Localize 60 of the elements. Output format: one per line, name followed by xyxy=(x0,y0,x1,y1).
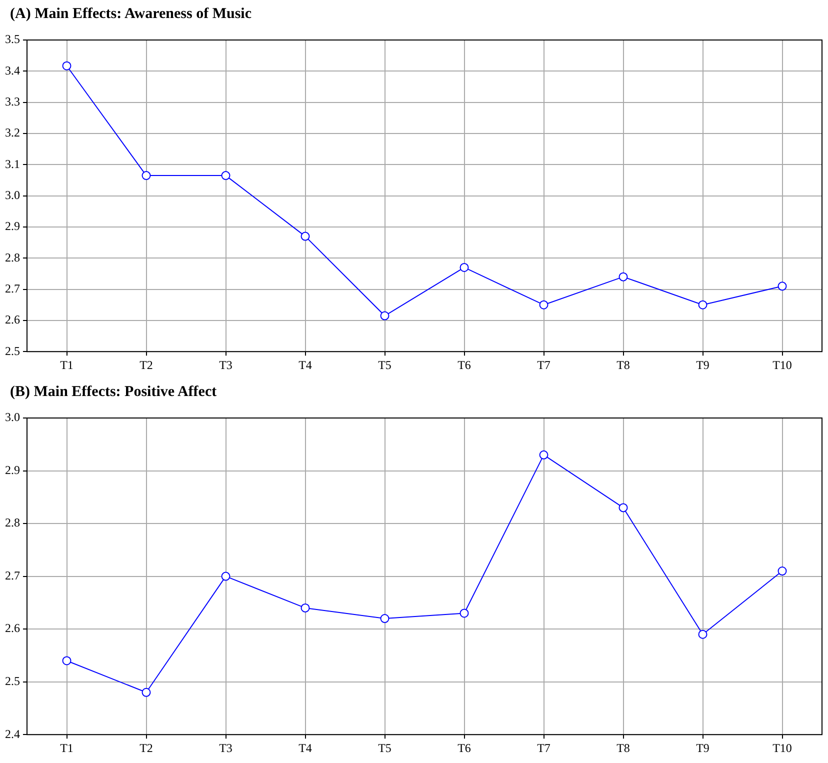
point xyxy=(778,566,787,576)
y-tick-label: 3.3 xyxy=(5,94,20,108)
y-tick-label: 2.6 xyxy=(5,621,20,636)
x-tick-label: T1 xyxy=(60,740,74,755)
x-tick-label: T6 xyxy=(458,740,471,755)
y-tick-label: 2.9 xyxy=(5,462,20,477)
x-tick-label: T6 xyxy=(458,358,471,372)
x-tick-label: T4 xyxy=(298,740,312,755)
x-tick-label: T2 xyxy=(140,358,153,372)
x-tick-label: T7 xyxy=(537,358,550,372)
x-tick-label: T3 xyxy=(219,358,232,372)
point xyxy=(221,171,230,180)
point xyxy=(62,61,72,70)
x-tick-label: T10 xyxy=(772,740,792,755)
x-tick-label: T5 xyxy=(378,740,392,755)
chart-title: (A) Main Effects: Awareness of Music xyxy=(9,5,252,24)
point xyxy=(778,282,787,291)
x-tick-label: T4 xyxy=(298,358,312,372)
y-tick-label: 2.7 xyxy=(5,281,20,296)
x-tick-label: T9 xyxy=(696,358,710,372)
x-tick-label: T1 xyxy=(60,358,74,372)
point xyxy=(698,300,708,310)
y-tick-label: 2.6 xyxy=(5,312,20,327)
point xyxy=(380,311,390,320)
y-tick-label: 3.0 xyxy=(5,188,20,202)
x-tick-label: T8 xyxy=(616,358,630,372)
y-tick-label: 2.5 xyxy=(5,674,20,688)
point xyxy=(539,300,548,310)
point xyxy=(698,630,708,639)
y-tick-label: 2.5 xyxy=(5,344,20,358)
point xyxy=(460,262,469,272)
y-tick-label: 2.4 xyxy=(5,726,20,741)
point xyxy=(142,171,151,180)
y-tick-label: 2.8 xyxy=(5,250,20,264)
y-tick-label: 3.0 xyxy=(5,410,20,424)
point xyxy=(142,688,151,697)
point xyxy=(380,614,390,624)
y-tick-label: 3.5 xyxy=(5,32,20,46)
x-tick-label: T8 xyxy=(616,740,630,755)
point xyxy=(300,603,310,612)
point xyxy=(539,450,548,460)
x-tick-label: T5 xyxy=(378,358,392,372)
y-tick-label: 2.7 xyxy=(5,568,20,582)
x-tick-label: T9 xyxy=(696,740,710,755)
y-tick-label: 2.8 xyxy=(5,516,20,530)
y-tick-label: 2.9 xyxy=(5,219,20,234)
point xyxy=(618,503,628,512)
point xyxy=(460,608,469,618)
point xyxy=(221,572,230,581)
y-tick-label: 3.4 xyxy=(5,63,20,78)
point xyxy=(300,232,310,241)
y-tick-label: 3.1 xyxy=(5,156,20,171)
point xyxy=(62,656,72,666)
y-tick-label: 3.2 xyxy=(5,126,20,140)
x-tick-label: T7 xyxy=(537,740,550,755)
x-tick-label: T10 xyxy=(772,358,792,372)
point xyxy=(618,272,628,282)
chart-title: (B) Main Effects: Positive Affect xyxy=(9,383,218,402)
x-tick-label: T3 xyxy=(219,740,232,755)
x-tick-label: T2 xyxy=(140,740,153,755)
